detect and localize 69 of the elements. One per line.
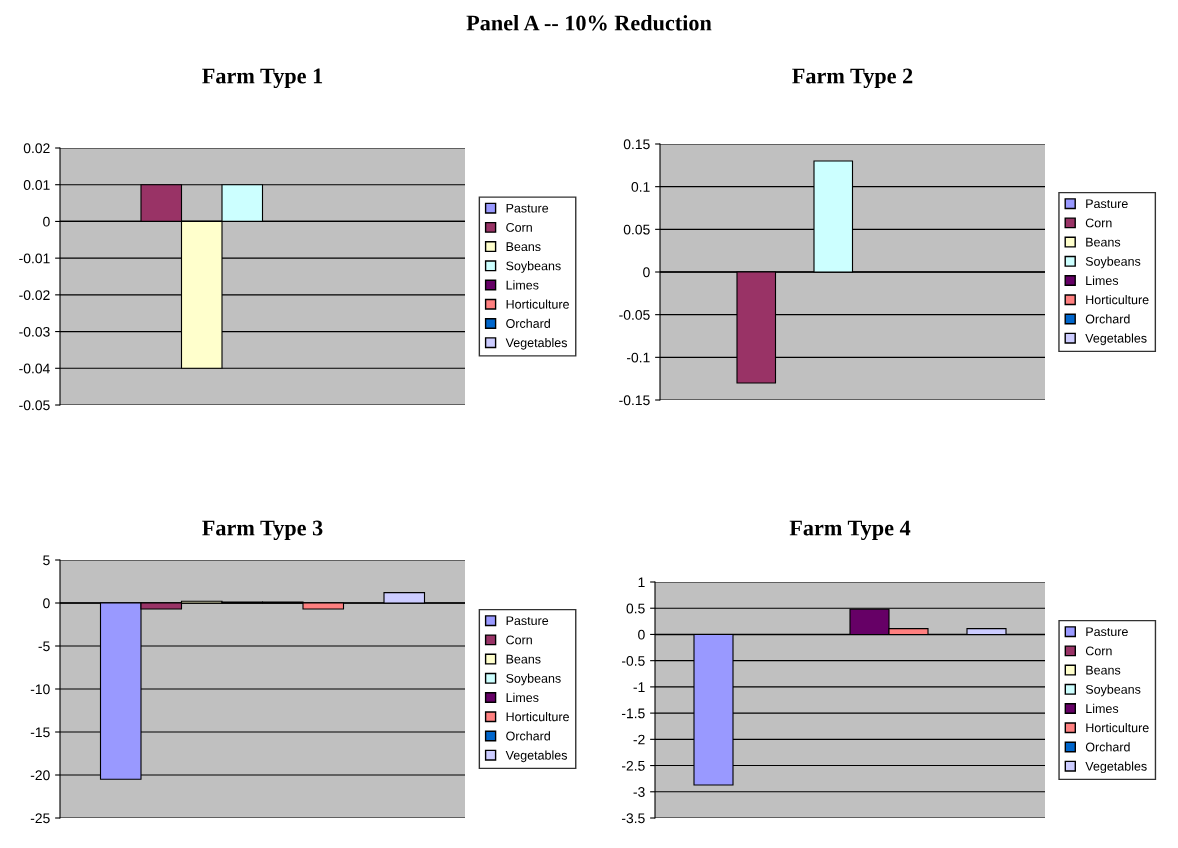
y-tick-label: -0.05 [619,310,650,320]
legend-label: Vegetables [505,337,568,350]
y-tick-label: 0.02 [23,143,50,154]
legend-label: Corn [1085,218,1112,228]
y-tick-label: 5 [43,555,50,566]
legend-label: Beans [1086,665,1121,675]
text: Panel A -- 10% Reduction [466,14,712,31]
legend-label: Orchard [506,318,550,328]
legend-label: Soybeans [1085,256,1141,269]
legend-label: Vegetables [1085,333,1147,346]
legend-label: Limes [1086,703,1119,713]
legend-label: Soybeans [1085,684,1141,697]
y-tick-label: -5 [38,641,50,652]
legend-label: Horticulture [506,299,569,309]
y-tick-label: -1.5 [621,708,645,719]
y-tick-label: -0.01 [19,253,50,264]
y-tick-label: -0.15 [619,395,650,406]
legend-label: Horticulture [506,712,569,722]
legend-label: Pasture [506,203,549,213]
y-tick-label: 0.5 [626,603,645,614]
y-tick-label: -20 [30,770,50,781]
y-tick-label: -0.1 [626,352,650,363]
legend-label: Beans [506,654,541,664]
y-tick-label: -0.05 [19,400,50,411]
y-tick-label: -0.04 [19,363,50,374]
y-tick-label: -0.02 [19,290,50,301]
y-tick-label: 0.01 [23,180,50,190]
chart-title: Farm Type 3 [202,520,323,541]
legend-label: Pasture [506,616,549,626]
legend-label: Orchard [1085,742,1130,752]
legend-label: Orchard [506,731,550,741]
y-tick-label: 0 [43,598,50,609]
chart-title: Farm Type 2 [792,68,913,89]
legend-label: Pasture [1086,627,1128,637]
legend-label: Corn [1085,646,1112,656]
legend-label: Orchard [1085,314,1130,324]
legend-label: Limes [506,280,539,290]
legend-label: Limes [506,692,539,702]
y-tick-label: 1 [638,577,645,588]
chart-title: Farm Type 4 [789,520,911,541]
legend-label: Vegetables [505,750,568,763]
y-tick-label: -3 [633,787,645,797]
y-tick-label: -3.5 [621,813,645,824]
legend-label: Soybeans [506,261,561,273]
y-tick-label: 0.1 [631,182,650,192]
y-tick-label: 0.15 [623,139,650,150]
legend-label: Horticulture [1086,723,1149,733]
chart-title: Farm Type 1 [202,68,323,89]
y-tick-label: -25 [30,813,50,824]
y-tick-label: -2 [633,734,645,745]
y-tick-label: -15 [30,727,50,738]
y-tick-label: -0.03 [19,326,50,337]
legend-label: Corn [506,222,532,232]
legend-label: Pasture [1086,199,1128,209]
legend-label: Horticulture [1086,295,1149,305]
y-tick-label: -10 [30,684,50,695]
legend-label: Corn [506,635,532,645]
y-tick-label: -2.5 [621,760,645,771]
legend-label: Limes [1086,275,1119,285]
legend-label: Vegetables [1085,761,1147,774]
y-tick-label: -0.5 [621,656,645,666]
legend-label: Soybeans [506,673,561,686]
legend-label: Beans [1086,237,1121,247]
y-tick-label: 0.05 [623,224,650,235]
y-tick-label: 0 [643,267,650,278]
y-tick-label: 0 [638,629,645,640]
y-tick-label: -1 [633,682,645,692]
legend-label: Beans [506,242,541,252]
y-tick-label: 0 [43,216,50,227]
